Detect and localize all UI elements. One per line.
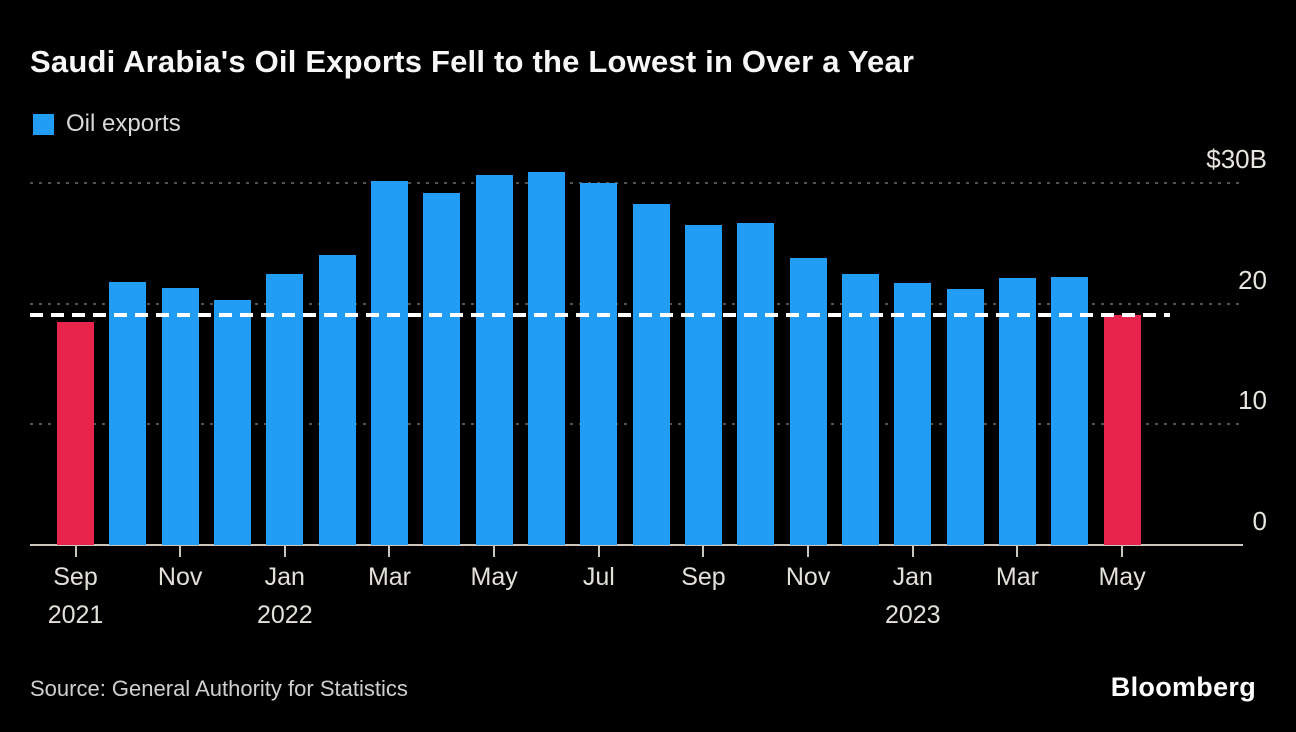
bar-feb-2022 bbox=[318, 255, 356, 545]
bar-mar-2023 bbox=[998, 278, 1036, 545]
legend-swatch-icon bbox=[33, 113, 54, 135]
x-axis-tick-4 bbox=[493, 545, 496, 557]
bar-jan-2022 bbox=[266, 273, 304, 545]
x-axis-label-8: Jan bbox=[892, 563, 933, 591]
bar-mar-2022 bbox=[370, 180, 408, 545]
bloomberg-logo: Bloomberg bbox=[1110, 672, 1256, 702]
y-axis-label-10: 10 bbox=[1238, 385, 1267, 416]
x-axis-label-1: Nov bbox=[157, 563, 203, 591]
chart-title: Saudi Arabia's Oil Exports Fell to the L… bbox=[30, 44, 915, 79]
x-axis-tick-8 bbox=[911, 545, 914, 557]
x-axis-year-2021: 2021 bbox=[47, 601, 104, 629]
bar-jan-2023 bbox=[894, 283, 932, 545]
x-axis-label-5: Jul bbox=[582, 563, 615, 591]
y-axis-label-0: 0 bbox=[1252, 506, 1267, 536]
bar-may-2022 bbox=[475, 174, 513, 545]
bar-sep-2021 bbox=[57, 321, 94, 545]
x-axis-year-2022: 2022 bbox=[257, 601, 313, 629]
x-axis-tick-6 bbox=[702, 545, 705, 557]
bar-nov-2021 bbox=[161, 287, 199, 545]
bar-may-2023 bbox=[1103, 314, 1141, 545]
bar-jul-2022 bbox=[580, 183, 618, 545]
bar-apr-2023 bbox=[1051, 277, 1089, 545]
x-axis-label-3: Mar bbox=[367, 563, 411, 591]
bar-apr-2022 bbox=[423, 192, 461, 545]
y-axis-label-20: 20 bbox=[1238, 264, 1267, 295]
y-axis-label-30: $30B bbox=[1206, 144, 1267, 174]
x-axis-label-4: May bbox=[470, 563, 518, 591]
x-axis-tick-1 bbox=[179, 545, 182, 557]
x-axis-tick-2 bbox=[283, 545, 286, 557]
x-axis-label-9: Mar bbox=[995, 563, 1039, 591]
x-axis-line bbox=[30, 544, 1243, 546]
x-axis-tick-9 bbox=[1016, 545, 1019, 557]
bar-jun-2022 bbox=[527, 172, 565, 545]
bar-dec-2021 bbox=[213, 300, 251, 545]
x-axis-tick-3 bbox=[388, 545, 391, 557]
x-axis-tick-0 bbox=[74, 545, 77, 557]
bar-aug-2022 bbox=[632, 203, 670, 545]
gridline-30 bbox=[30, 182, 1243, 184]
reference-line bbox=[30, 312, 1170, 317]
bar-nov-2022 bbox=[789, 257, 827, 545]
x-axis-year-2023: 2023 bbox=[884, 601, 941, 629]
bar-feb-2023 bbox=[946, 289, 984, 545]
x-axis-tick-5 bbox=[597, 545, 600, 557]
x-axis-label-6: Sep bbox=[681, 563, 726, 591]
bar-oct-2022 bbox=[737, 222, 775, 545]
x-axis-tick-7 bbox=[807, 545, 810, 557]
x-axis-label-0: Sep bbox=[53, 563, 98, 591]
legend: Oil exports bbox=[33, 110, 181, 137]
x-axis-label-7: Nov bbox=[785, 563, 831, 591]
bar-oct-2021 bbox=[109, 281, 147, 545]
legend-label: Oil exports bbox=[66, 110, 181, 137]
bar-sep-2022 bbox=[684, 225, 722, 545]
x-axis-label-10: May bbox=[1098, 563, 1146, 591]
x-axis-label-2: Jan bbox=[264, 563, 305, 591]
x-axis-tick-10 bbox=[1121, 545, 1124, 557]
source-note: Source: General Authority for Statistics bbox=[30, 676, 408, 701]
bar-dec-2022 bbox=[841, 273, 879, 545]
